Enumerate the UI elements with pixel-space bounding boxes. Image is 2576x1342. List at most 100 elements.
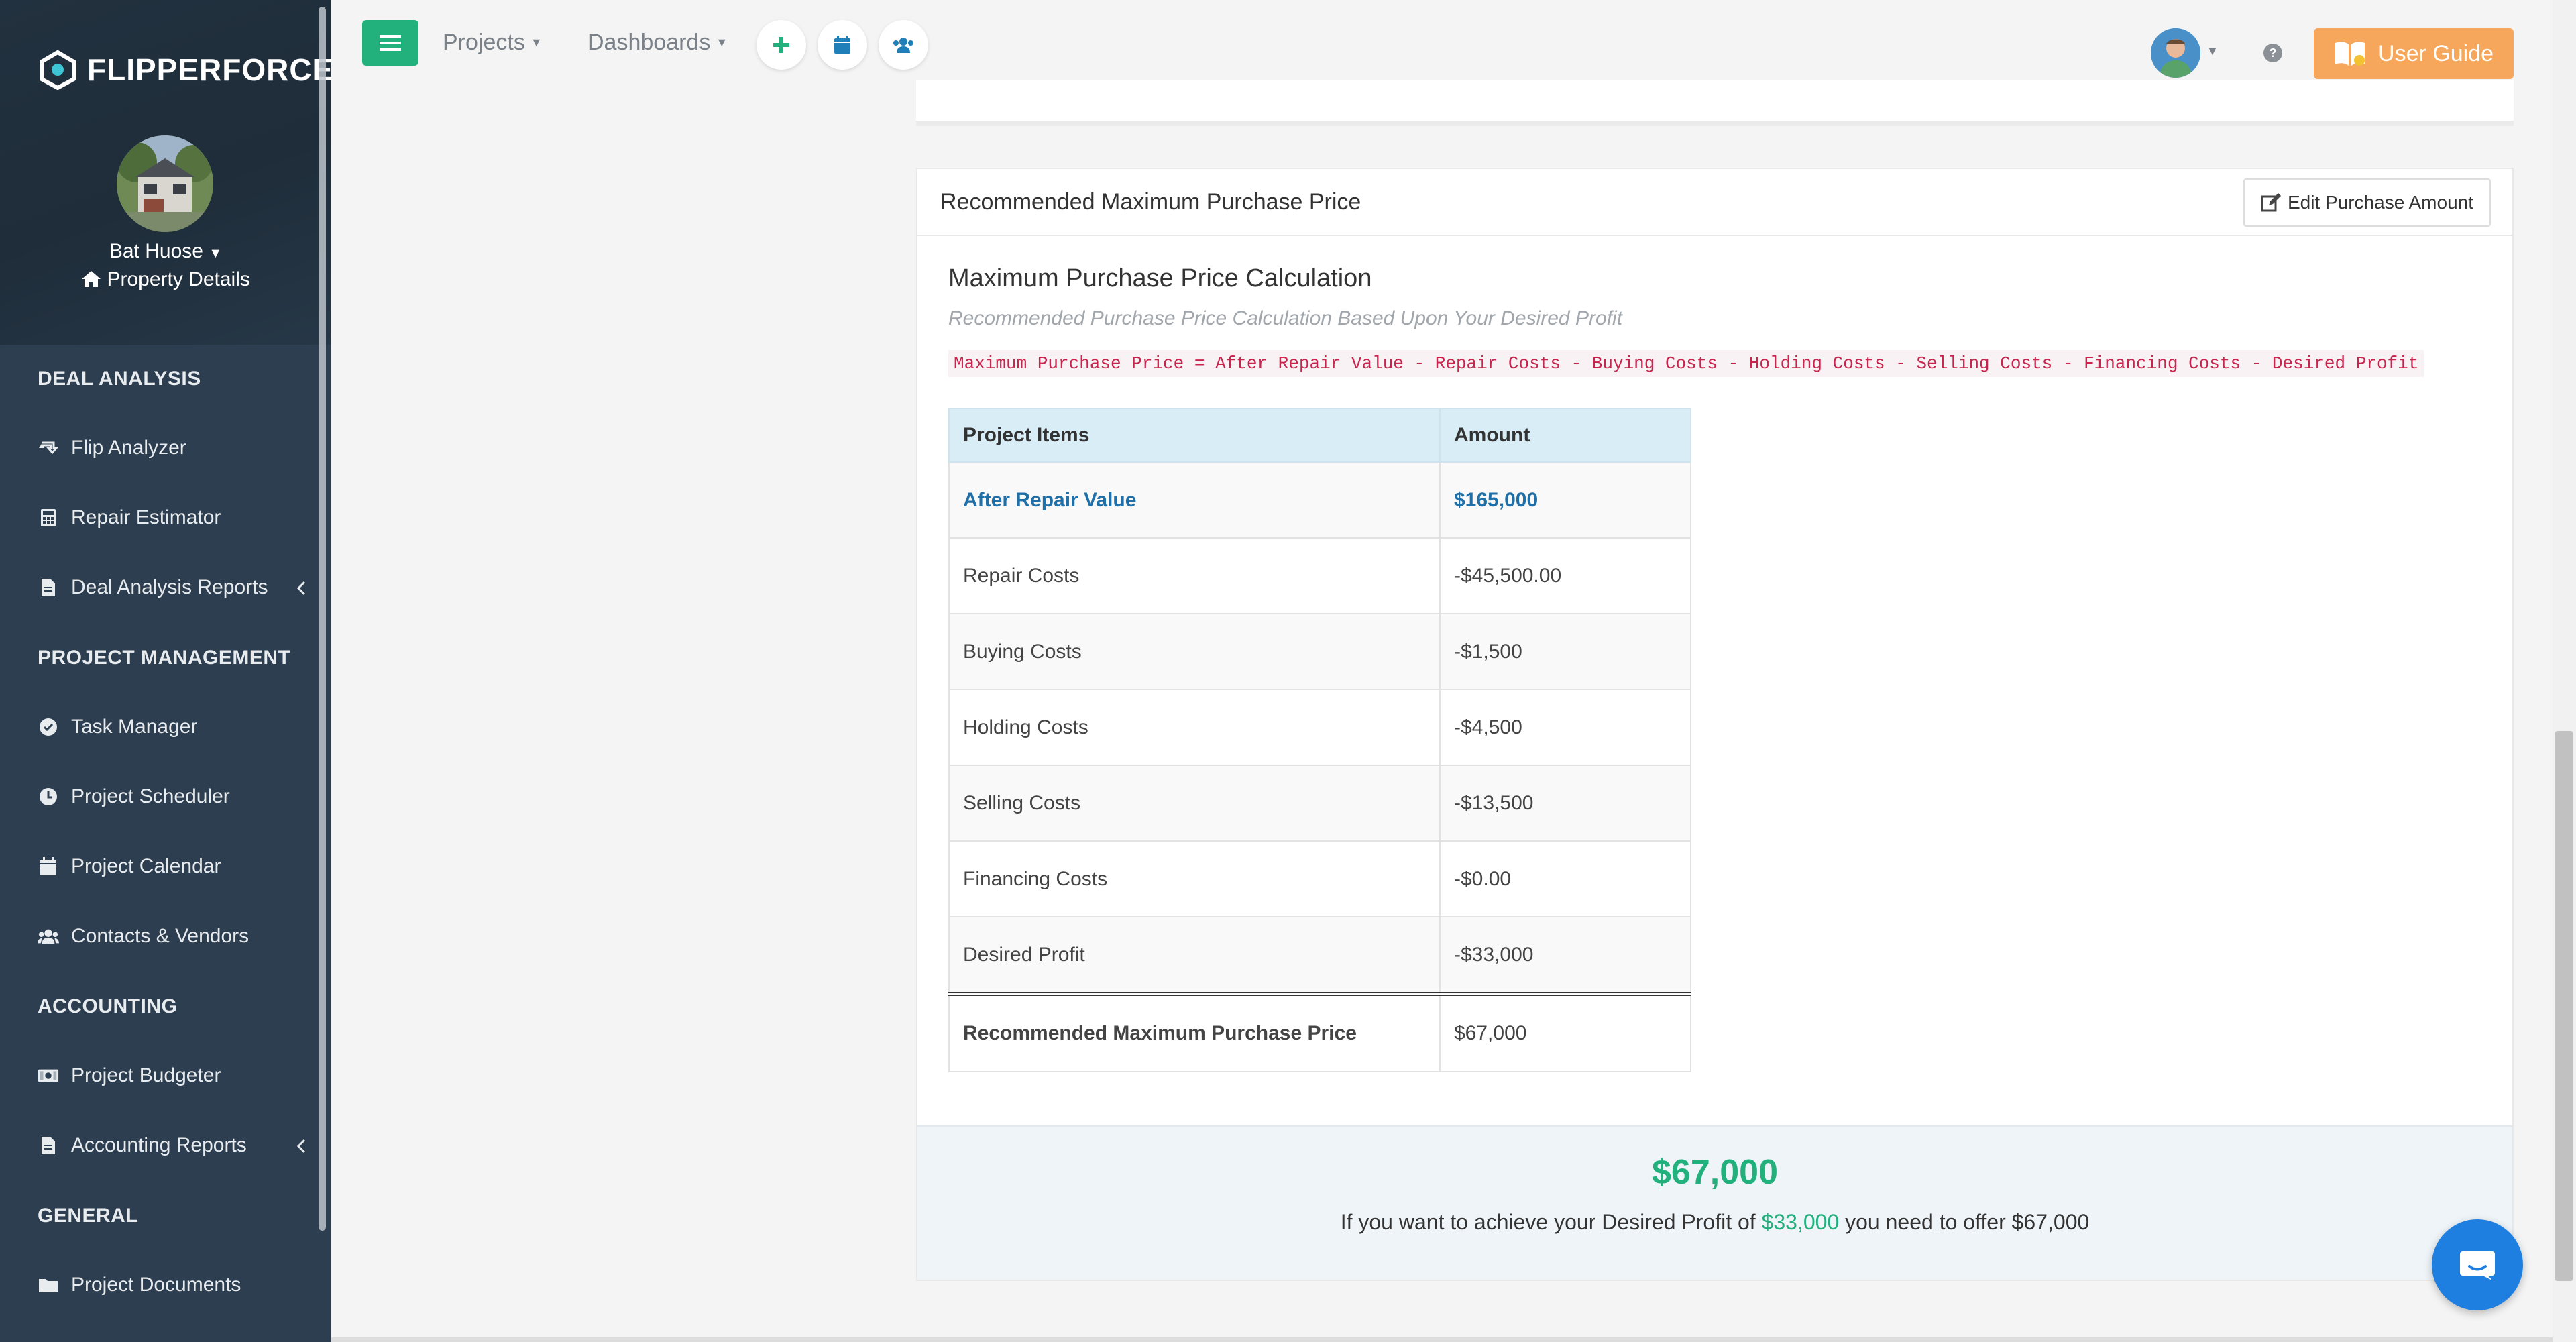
help-icon[interactable]: ? [2263, 43, 2283, 66]
calculation-subtitle: Recommended Purchase Price Calculation B… [948, 307, 1622, 329]
retweet-icon [38, 440, 59, 456]
brand-name: FLIPPERFORCE [87, 52, 331, 87]
caret-down-icon: ▼ [716, 36, 728, 49]
result-text-before: If you want to achieve your Desired Prof… [1340, 1210, 1756, 1234]
sidebar-item-contacts-vendors[interactable]: Contacts & Vendors [38, 916, 306, 956]
caret-down-icon: ▼ [209, 246, 223, 261]
property-photo[interactable] [117, 135, 213, 232]
sidebar-item-task-manager[interactable]: Task Manager [38, 707, 306, 747]
house-photo-icon [117, 135, 213, 232]
dashboards-menu[interactable]: Dashboards ▼ [587, 30, 728, 56]
card-header: Recommended Maximum Purchase Price Edit … [917, 169, 2512, 236]
bottom-edge [331, 1337, 2553, 1342]
total-amount: $67,000 [1439, 992, 1691, 1072]
section-project-management: PROJECT MANAGEMENT [38, 647, 291, 669]
sidebar-item-label: Repair Estimator [71, 506, 221, 528]
property-name: Bat Huose [109, 240, 203, 262]
check-circle-icon [38, 718, 59, 736]
amount-cell: -$1,500 [1439, 613, 1691, 689]
edit-purchase-amount-label: Edit Purchase Amount [2287, 192, 2473, 213]
user-photo-icon [2151, 28, 2200, 78]
chevron-left-icon [296, 1136, 306, 1159]
sidebar-item-accounting-reports[interactable]: Accounting Reports [38, 1125, 306, 1166]
table-row: After Repair Value $165,000 [948, 461, 1691, 538]
user-guide-label: User Guide [2378, 40, 2494, 66]
result-amount: $67,000 [1652, 1153, 1778, 1192]
table-header-row: Project Items Amount [948, 408, 1691, 463]
sidebar-item-repair-estimator[interactable]: Repair Estimator [38, 498, 306, 538]
book-icon [2335, 42, 2365, 66]
amount-cell: -$33,000 [1439, 916, 1691, 994]
result-panel: $67,000 If you want to achieve your Desi… [917, 1125, 2512, 1280]
sidebar-scrollbar[interactable] [319, 7, 326, 1231]
amount-cell: -$13,500 [1439, 765, 1691, 841]
hamburger-icon [380, 35, 401, 51]
menu-toggle-button[interactable] [362, 20, 418, 66]
edit-purchase-amount-button[interactable]: Edit Purchase Amount [2243, 178, 2491, 227]
clock-icon [38, 787, 59, 806]
add-button[interactable] [757, 20, 806, 70]
caret-down-icon: ▼ [530, 36, 543, 49]
dashboards-label: Dashboards [587, 30, 711, 55]
projects-menu[interactable]: Projects ▼ [443, 30, 543, 56]
folder-icon [38, 1277, 59, 1293]
sidebar-item-label: Project Budgeter [71, 1064, 221, 1086]
sidebar-item-project-scheduler[interactable]: Project Scheduler [38, 777, 306, 817]
page-scrollbar-thumb[interactable] [2555, 731, 2573, 1281]
chat-widget-button[interactable] [2432, 1219, 2523, 1310]
amount-cell[interactable]: $165,000 [1439, 461, 1691, 538]
sidebar-item-flip-analyzer[interactable]: Flip Analyzer [38, 428, 306, 468]
file-icon [38, 578, 59, 597]
project-items-table: Project Items Amount After Repair Value … [948, 408, 1691, 1072]
property-details-link[interactable]: Property Details [0, 268, 331, 291]
sidebar-item-label: Project Calendar [71, 855, 221, 877]
section-accounting: ACCOUNTING [38, 995, 178, 1017]
table-row: Buying Costs -$1,500 [948, 613, 1691, 689]
sidebar-item-project-calendar[interactable]: Project Calendar [38, 846, 306, 887]
caret-down-icon[interactable]: ▼ [2206, 44, 2219, 58]
item-cell: Buying Costs [948, 613, 1441, 689]
calendar-icon [38, 857, 59, 876]
previous-card-bottom [916, 80, 2514, 126]
svg-text:?: ? [2270, 46, 2277, 60]
sidebar-item-project-documents[interactable]: Project Documents [38, 1265, 306, 1305]
item-cell: Holding Costs [948, 689, 1441, 765]
calculation-title: Maximum Purchase Price Calculation [948, 264, 1372, 292]
calendar-button[interactable] [818, 20, 867, 70]
item-cell: Repair Costs [948, 537, 1441, 614]
chat-icon [2460, 1251, 2495, 1280]
users-icon [893, 38, 913, 53]
sidebar-item-label: Flip Analyzer [71, 437, 186, 459]
sidebar-item-label: Project Documents [71, 1274, 241, 1296]
formula-code: Maximum Purchase Price = After Repair Va… [948, 350, 2424, 377]
team-button[interactable] [879, 20, 928, 70]
item-cell: Desired Profit [948, 916, 1441, 994]
brand-logo[interactable]: FLIPPERFORCE [38, 50, 331, 90]
amount-cell: -$4,500 [1439, 689, 1691, 765]
item-cell[interactable]: After Repair Value [948, 461, 1441, 538]
plus-icon [773, 37, 789, 53]
flipperforce-logo-icon [40, 50, 76, 90]
section-general: GENERAL [38, 1205, 139, 1227]
sidebar-item-deal-analysis-reports[interactable]: Deal Analysis Reports [38, 567, 306, 608]
user-guide-button[interactable]: User Guide [2314, 28, 2514, 79]
result-text: If you want to achieve your Desired Prof… [917, 1210, 2512, 1235]
property-selector[interactable]: Bat Huose ▼ [0, 240, 331, 263]
max-purchase-price-card: Recommended Maximum Purchase Price Edit … [916, 168, 2514, 1281]
money-icon [38, 1068, 59, 1083]
result-text-after: you need to offer $67,000 [1845, 1210, 2090, 1234]
result-desired-profit: $33,000 [1761, 1210, 1840, 1234]
amount-cell: -$0.00 [1439, 840, 1691, 917]
column-header-project-items: Project Items [948, 408, 1441, 463]
home-icon [82, 271, 101, 287]
page-scrollbar[interactable] [2553, 0, 2576, 1342]
table-row: Selling Costs -$13,500 [948, 765, 1691, 841]
calendar-icon [834, 36, 850, 54]
sidebar-item-project-budgeter[interactable]: Project Budgeter [38, 1056, 306, 1096]
property-details-label: Property Details [107, 268, 250, 290]
sidebar-item-label: Task Manager [71, 716, 198, 738]
user-avatar[interactable] [2151, 28, 2200, 78]
sidebar-item-label: Project Scheduler [71, 785, 230, 807]
item-cell: Financing Costs [948, 840, 1441, 917]
table-row: Repair Costs -$45,500.00 [948, 537, 1691, 614]
